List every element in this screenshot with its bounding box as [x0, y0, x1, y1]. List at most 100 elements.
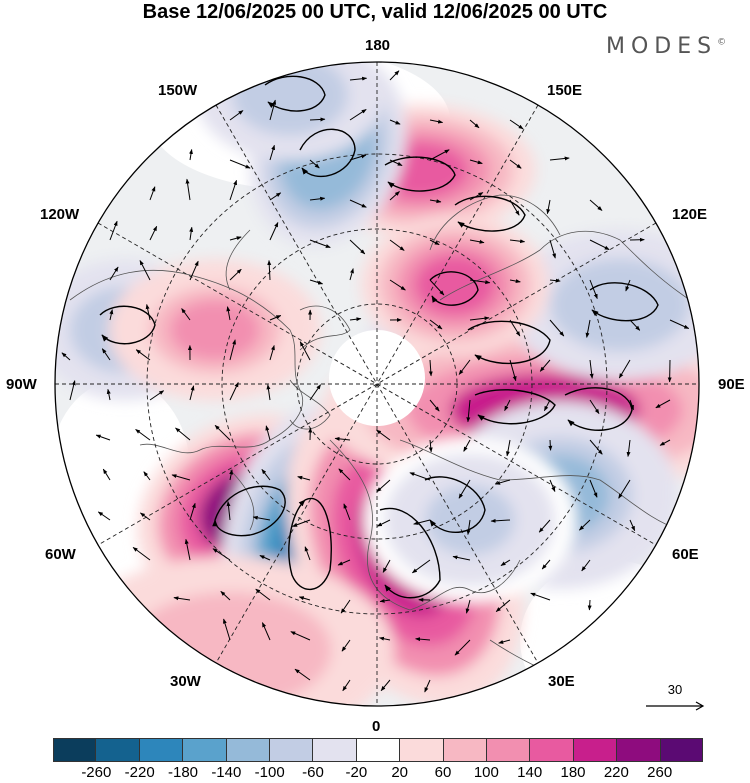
wind-vector	[589, 399, 600, 415]
streamlines	[99, 75, 659, 599]
wind-vector	[298, 596, 311, 601]
wind-vector	[349, 199, 367, 208]
colorbar-segment	[270, 738, 314, 762]
wind-vector	[267, 260, 272, 281]
wind-vector	[229, 469, 234, 481]
wind-vector	[102, 468, 111, 481]
wind-vector	[495, 599, 511, 612]
wind-vector	[269, 99, 277, 121]
wind-vector	[618, 479, 631, 499]
colorbar-tick-label: 60	[434, 764, 452, 781]
lon-label-60e: 60E	[672, 546, 699, 563]
wind-vector	[389, 279, 406, 291]
wind-vector	[184, 538, 191, 561]
wind-vector	[409, 472, 431, 481]
wind-vector	[61, 352, 71, 361]
colorbar-segment	[139, 738, 184, 762]
wind-vector	[429, 199, 442, 204]
anomaly-center-ne-pacific-low	[250, 67, 330, 123]
anomaly-field	[55, 62, 699, 706]
wind-vector	[458, 479, 471, 499]
wind-vector	[549, 156, 570, 161]
lon-label-0: 0	[372, 718, 381, 735]
lon-label-150w: 150W	[158, 82, 198, 99]
wind-vector	[290, 631, 311, 641]
colorbar-segment	[313, 738, 357, 762]
wind-vector	[469, 279, 491, 285]
lon-label-30e: 30E	[548, 673, 575, 690]
wind-vector	[465, 599, 471, 614]
colorbar-tick-label: 100	[473, 764, 499, 781]
wind-vector	[589, 359, 594, 379]
wind-vector	[389, 70, 400, 81]
wind-vector	[229, 236, 242, 241]
colorbar-tick-label: -180	[167, 764, 199, 781]
wind-vector	[349, 317, 362, 322]
colorbar-tick-label: -20	[345, 764, 368, 781]
wind-vector	[498, 639, 511, 644]
wind-vector	[539, 359, 551, 372]
wind-vector	[469, 316, 490, 321]
wind-vector	[509, 159, 522, 169]
wind-vector	[389, 159, 403, 167]
wind-vector	[349, 239, 366, 255]
wind-vector	[269, 345, 275, 361]
wind-vector	[139, 260, 151, 281]
colorbar-segment	[53, 738, 97, 762]
wind-vector	[429, 399, 440, 412]
wind-vector	[389, 119, 401, 125]
wind-vector	[226, 306, 231, 321]
lon-label-60w: 60W	[45, 546, 76, 563]
wind-vector	[269, 144, 276, 161]
map-disc	[55, 62, 699, 706]
wind-vector	[415, 637, 431, 642]
wind-vector	[229, 110, 244, 121]
colorbar-segment	[660, 738, 704, 762]
wind-vector	[349, 76, 368, 81]
colorbar-segment	[226, 738, 271, 762]
wind-vector	[429, 319, 443, 330]
wind-vector	[509, 319, 521, 337]
wind-vector	[429, 119, 444, 124]
wind-vector	[226, 501, 231, 521]
wind-vector	[429, 239, 440, 246]
wind-vector	[509, 239, 526, 244]
wind-vector	[509, 119, 524, 130]
wind-vector	[376, 519, 391, 527]
reference-vector-label: 30	[667, 682, 683, 697]
colorbar-ticks: -260 -220 -180 -140 -100 -60 -20 20 60 100 140 180 2…	[0, 764, 750, 783]
map-border	[54, 61, 700, 707]
wind-vector	[189, 260, 199, 281]
wind-vector	[548, 439, 553, 451]
wind-vector	[252, 515, 271, 521]
wind-vector	[490, 518, 511, 523]
wind-vector	[625, 279, 631, 292]
wind-vector	[424, 679, 431, 693]
wind-vector	[261, 622, 271, 641]
wind-vector	[589, 199, 603, 211]
colorbar-segment	[400, 738, 444, 762]
lon-label-120w: 120W	[40, 206, 80, 223]
wind-vector	[338, 468, 351, 481]
wind-vector	[349, 268, 354, 281]
wind-vector	[581, 559, 591, 572]
colorbar-tick-label: -60	[302, 764, 324, 781]
wind-vector	[149, 225, 158, 241]
brand-mark: ©	[717, 37, 727, 48]
wind-vector	[585, 319, 591, 338]
wind-vector	[389, 191, 400, 201]
wind-vector	[469, 192, 484, 201]
wind-vector	[589, 279, 598, 300]
colorbar-tick-label: -220	[124, 764, 155, 781]
wind-vector	[229, 382, 239, 401]
wind-vector	[189, 385, 195, 401]
wind-vector	[549, 239, 556, 259]
colorbar-segment	[487, 738, 531, 762]
lon-label-150e: 150E	[547, 82, 583, 99]
wind-vector	[143, 471, 151, 481]
wind-vector	[376, 479, 391, 493]
wind-vector	[413, 519, 431, 525]
colorbar-tick-label: -260	[81, 764, 112, 781]
wind-vector	[214, 424, 231, 441]
wind-vector	[299, 341, 311, 361]
